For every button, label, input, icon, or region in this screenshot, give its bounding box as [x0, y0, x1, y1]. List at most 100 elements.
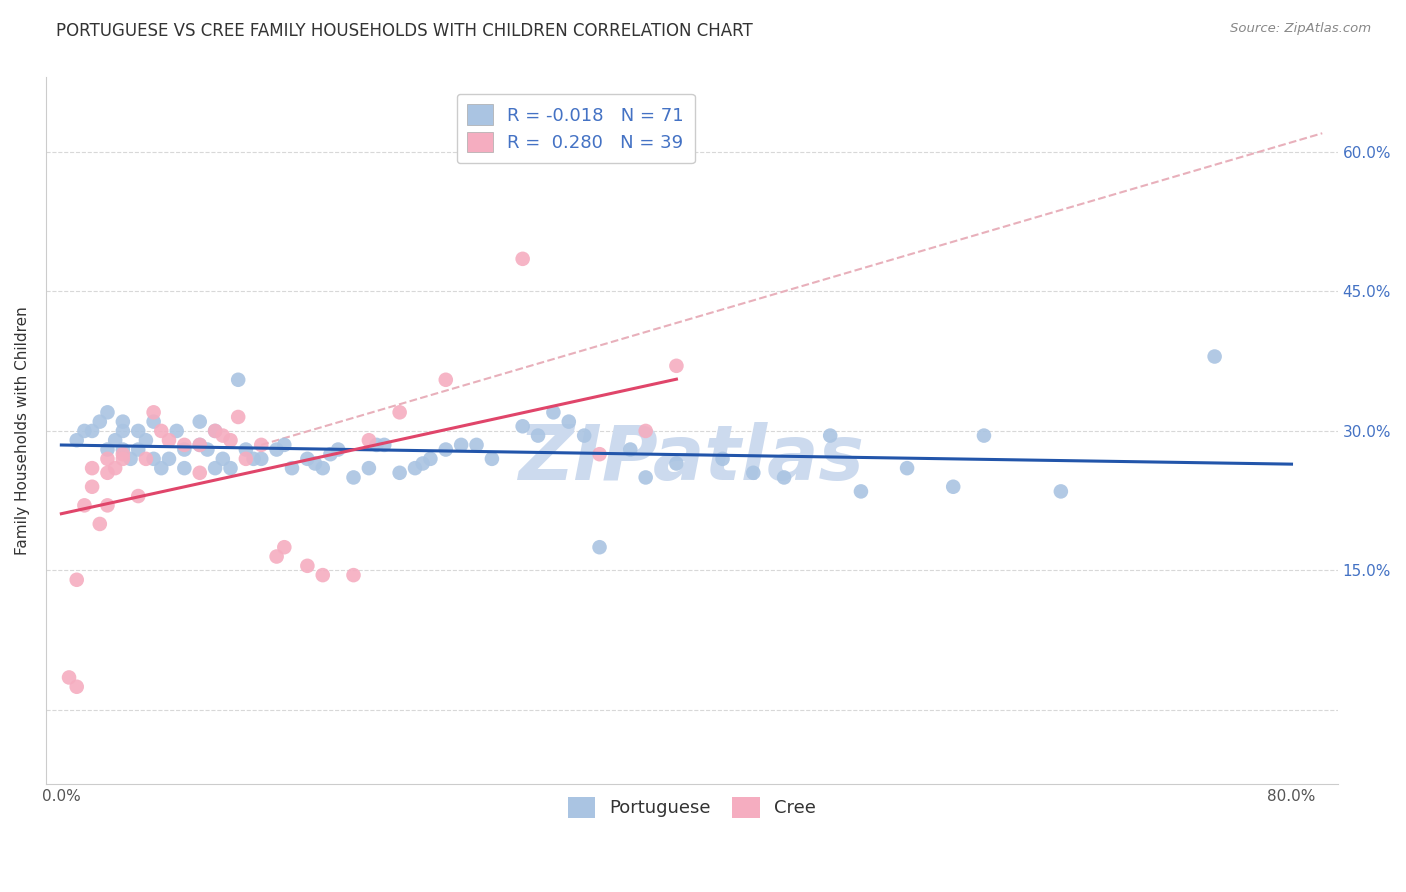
Point — [465, 438, 488, 452]
Point — [634, 424, 657, 438]
Point — [188, 415, 211, 429]
Point — [188, 438, 211, 452]
Point — [142, 405, 165, 419]
Point — [219, 461, 242, 475]
Point — [173, 438, 195, 452]
Point — [572, 428, 595, 442]
Point — [96, 451, 118, 466]
Point — [266, 442, 288, 457]
Point — [226, 409, 249, 424]
Point — [157, 434, 180, 448]
Point — [96, 466, 118, 480]
Point — [634, 470, 657, 484]
Legend: Portuguese, Cree: Portuguese, Cree — [561, 789, 823, 825]
Point — [481, 451, 503, 466]
Point — [319, 447, 342, 461]
Point — [512, 419, 534, 434]
Point — [96, 442, 118, 457]
Y-axis label: Family Households with Children: Family Households with Children — [15, 307, 30, 556]
Point — [588, 540, 610, 554]
Point — [82, 480, 104, 494]
Text: PORTUGUESE VS CREE FAMILY HOUSEHOLDS WITH CHILDREN CORRELATION CHART: PORTUGUESE VS CREE FAMILY HOUSEHOLDS WIT… — [56, 22, 754, 40]
Point — [66, 434, 89, 448]
Point — [111, 424, 134, 438]
Point — [135, 434, 157, 448]
Point — [818, 428, 841, 442]
Point — [211, 428, 233, 442]
Point — [127, 424, 149, 438]
Point — [412, 457, 434, 471]
Point — [127, 442, 149, 457]
Point — [111, 447, 134, 461]
Point — [281, 461, 304, 475]
Point — [226, 373, 249, 387]
Point — [188, 466, 211, 480]
Point — [896, 461, 918, 475]
Point — [235, 442, 257, 457]
Point — [266, 549, 288, 564]
Point — [366, 438, 388, 452]
Point — [58, 670, 80, 684]
Point — [66, 680, 89, 694]
Point — [297, 558, 319, 573]
Point — [342, 568, 364, 582]
Point — [773, 470, 796, 484]
Point — [450, 438, 472, 452]
Point — [558, 415, 581, 429]
Point — [89, 415, 111, 429]
Point — [242, 451, 264, 466]
Point — [665, 359, 688, 373]
Point — [82, 424, 104, 438]
Point — [127, 489, 149, 503]
Text: ZIPatlas: ZIPatlas — [519, 422, 865, 496]
Point — [142, 415, 165, 429]
Point — [104, 461, 127, 475]
Point — [173, 461, 195, 475]
Point — [89, 516, 111, 531]
Point — [434, 373, 457, 387]
Point — [219, 434, 242, 448]
Point — [942, 480, 965, 494]
Point — [111, 451, 134, 466]
Point — [619, 442, 641, 457]
Point — [711, 451, 734, 466]
Point — [96, 499, 118, 513]
Point — [273, 438, 295, 452]
Point — [512, 252, 534, 266]
Point — [849, 484, 872, 499]
Point — [742, 466, 765, 480]
Point — [588, 447, 610, 461]
Point — [527, 428, 550, 442]
Point — [297, 451, 319, 466]
Point — [150, 461, 173, 475]
Text: Source: ZipAtlas.com: Source: ZipAtlas.com — [1230, 22, 1371, 36]
Point — [135, 451, 157, 466]
Point — [357, 461, 380, 475]
Point — [250, 438, 273, 452]
Point — [1204, 350, 1226, 364]
Point — [973, 428, 995, 442]
Point — [204, 424, 226, 438]
Point — [373, 438, 395, 452]
Point — [543, 405, 565, 419]
Point — [73, 424, 96, 438]
Point — [434, 442, 457, 457]
Point — [312, 461, 335, 475]
Point — [404, 461, 426, 475]
Point — [96, 405, 118, 419]
Point — [312, 568, 335, 582]
Point — [166, 424, 188, 438]
Point — [388, 466, 411, 480]
Point — [1050, 484, 1073, 499]
Point — [197, 442, 219, 457]
Point — [66, 573, 89, 587]
Point — [419, 451, 441, 466]
Point — [111, 415, 134, 429]
Point — [82, 461, 104, 475]
Point — [111, 442, 134, 457]
Point — [665, 457, 688, 471]
Point — [104, 434, 127, 448]
Point — [357, 434, 380, 448]
Point — [157, 451, 180, 466]
Point — [304, 457, 326, 471]
